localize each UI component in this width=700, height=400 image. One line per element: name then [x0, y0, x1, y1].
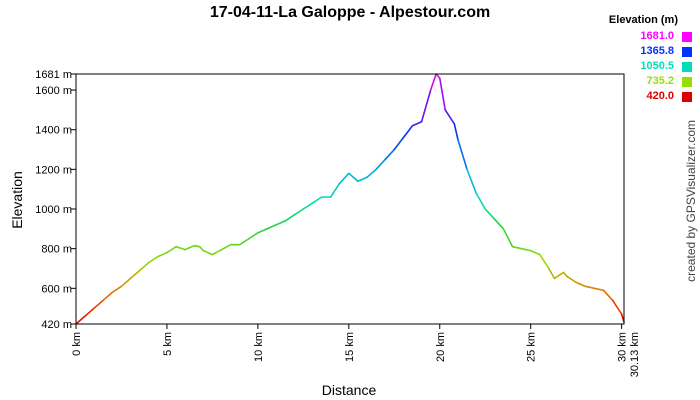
- profile-segment: [466, 168, 477, 194]
- profile-segment: [93, 299, 105, 309]
- y-tick-label: 1681 m: [35, 69, 72, 81]
- profile-segment: [302, 202, 314, 210]
- profile-segment: [166, 245, 177, 254]
- x-tick-label: 0 km: [71, 332, 83, 356]
- profile-segment: [384, 148, 396, 161]
- profile-segment: [311, 196, 323, 204]
- profile-segment: [284, 214, 296, 222]
- profile-segment: [211, 248, 223, 256]
- legend-title: Elevation (m): [608, 14, 678, 26]
- legend-swatch: [682, 62, 692, 72]
- legend-entry-label: 1365.8: [640, 45, 674, 57]
- profile-segment: [348, 172, 359, 183]
- profile-segment: [357, 176, 368, 183]
- profile-segment: [575, 281, 587, 288]
- legend-swatch: [682, 92, 692, 102]
- profile-segment: [198, 245, 205, 252]
- x-tick-label: 25 km: [526, 332, 538, 362]
- profile-segment: [147, 255, 159, 264]
- profile-segment: [502, 228, 514, 248]
- profile-segment: [175, 245, 186, 251]
- profile-segment: [238, 237, 250, 246]
- legend-swatch: [682, 47, 692, 57]
- profile-segment: [329, 182, 341, 198]
- profile-segment: [220, 243, 232, 251]
- profile-segment: [420, 89, 432, 123]
- plot-frame: [75, 73, 625, 325]
- profile-segment: [484, 208, 496, 220]
- profile-segment: [438, 77, 447, 111]
- profile-segment: [202, 249, 214, 256]
- profile-segment: [366, 168, 377, 179]
- profile-segment: [157, 251, 168, 258]
- legend-entry-label: 735.2: [646, 75, 674, 87]
- chart-title: 17-04-11-La Galoppe - Alpestour.com: [209, 4, 491, 21]
- y-axis-ticks: 420 m 600 m 800 m 1000 m 1200 m 1400 m 1600 m 1…: [35, 69, 76, 331]
- profile-segment: [375, 158, 386, 171]
- legend-entry-label: 1681.0: [640, 30, 674, 42]
- profile-segment: [411, 120, 423, 127]
- legend-swatch: [682, 32, 692, 42]
- profile-segment: [129, 269, 141, 280]
- profile-segment: [84, 307, 95, 317]
- profile-segment: [548, 267, 556, 280]
- profile-segment: [102, 291, 114, 302]
- profile-segment: [247, 232, 259, 240]
- legend-swatch: [682, 77, 692, 87]
- profile-segment: [75, 315, 86, 325]
- elevation-profile: [75, 73, 625, 325]
- profile-segment: [529, 249, 541, 256]
- profile-segment: [553, 271, 565, 280]
- profile-segment: [435, 73, 441, 79]
- profile-segment: [120, 277, 132, 288]
- x-tick-label: 30 km: [617, 332, 629, 362]
- x-tick-label: 15 km: [344, 332, 356, 362]
- profile-segment: [475, 192, 487, 210]
- profile-segment: [520, 247, 532, 252]
- profile-segment: [293, 208, 305, 216]
- x-tick-label: 5 km: [162, 332, 174, 356]
- y-tick-label: 1600 m: [35, 85, 72, 97]
- profile-segment: [338, 172, 350, 185]
- legend-entry-label: 1050.5: [640, 60, 674, 72]
- profile-segment: [138, 261, 150, 272]
- profile-segment: [444, 109, 456, 125]
- profile-segment: [257, 228, 268, 234]
- profile-segment: [275, 220, 286, 226]
- profile-segment: [566, 275, 577, 284]
- profile-segment: [457, 138, 468, 171]
- y-tick-label: 800 m: [41, 244, 72, 256]
- legend-entry-label: 420.0: [646, 90, 674, 102]
- profile-segment: [184, 244, 196, 251]
- x-axis-title: Distance: [322, 382, 377, 398]
- x-tick-label: 20 km: [435, 332, 447, 362]
- profile-segment: [493, 218, 505, 230]
- profile-segment: [111, 285, 123, 294]
- profile-segment: [562, 271, 568, 278]
- watermark: created by GPSVisualizer.com: [684, 120, 698, 282]
- x-end-label: 30.13 km: [629, 332, 641, 377]
- profile-segment: [511, 245, 523, 250]
- profile-segment: [538, 253, 550, 270]
- profile-segment: [393, 136, 405, 151]
- x-tick-label: 10 km: [253, 332, 265, 362]
- y-axis-title: Elevation: [9, 171, 25, 229]
- profile-segment: [584, 285, 596, 290]
- profile-segment: [429, 73, 437, 91]
- y-tick-label: 1200 m: [35, 164, 72, 176]
- y-tick-label: 600 m: [41, 283, 72, 295]
- y-tick-label: 1000 m: [35, 204, 72, 216]
- y-tick-label: 1400 m: [35, 125, 72, 137]
- profile-segment: [611, 299, 623, 315]
- profile-segment: [602, 289, 614, 302]
- y-tick-label: 420 m: [41, 319, 72, 331]
- profile-segment: [402, 124, 414, 139]
- profile-segment: [193, 244, 201, 248]
- profile-segment: [593, 287, 605, 292]
- profile-segment: [453, 122, 459, 141]
- x-axis-ticks: 0 km 5 km 10 km 15 km 20 km 25 km 30 km 30.13 k…: [71, 324, 641, 377]
- profile-segment: [266, 224, 277, 230]
